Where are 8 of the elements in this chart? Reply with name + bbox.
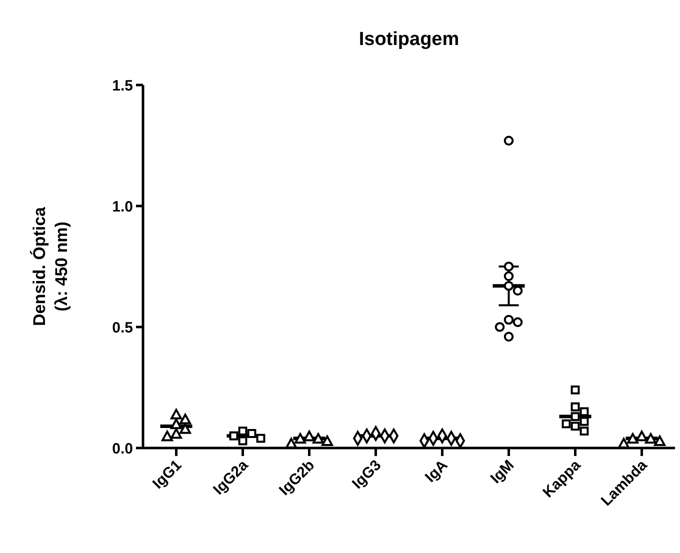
y-tick-label: 1.5 — [112, 77, 133, 94]
y-tick-label: 0.5 — [112, 319, 133, 336]
chart-title: Isotipagem — [358, 29, 460, 50]
y-axis-title: Densid. Óptica (λ: 450 nm) — [29, 206, 71, 326]
x-tick-label: IgM — [487, 456, 518, 488]
x-tick-label: IgA — [422, 456, 452, 486]
y-tick-label: 0.0 — [112, 440, 133, 458]
y-tick-label: 1.0 — [112, 198, 133, 216]
